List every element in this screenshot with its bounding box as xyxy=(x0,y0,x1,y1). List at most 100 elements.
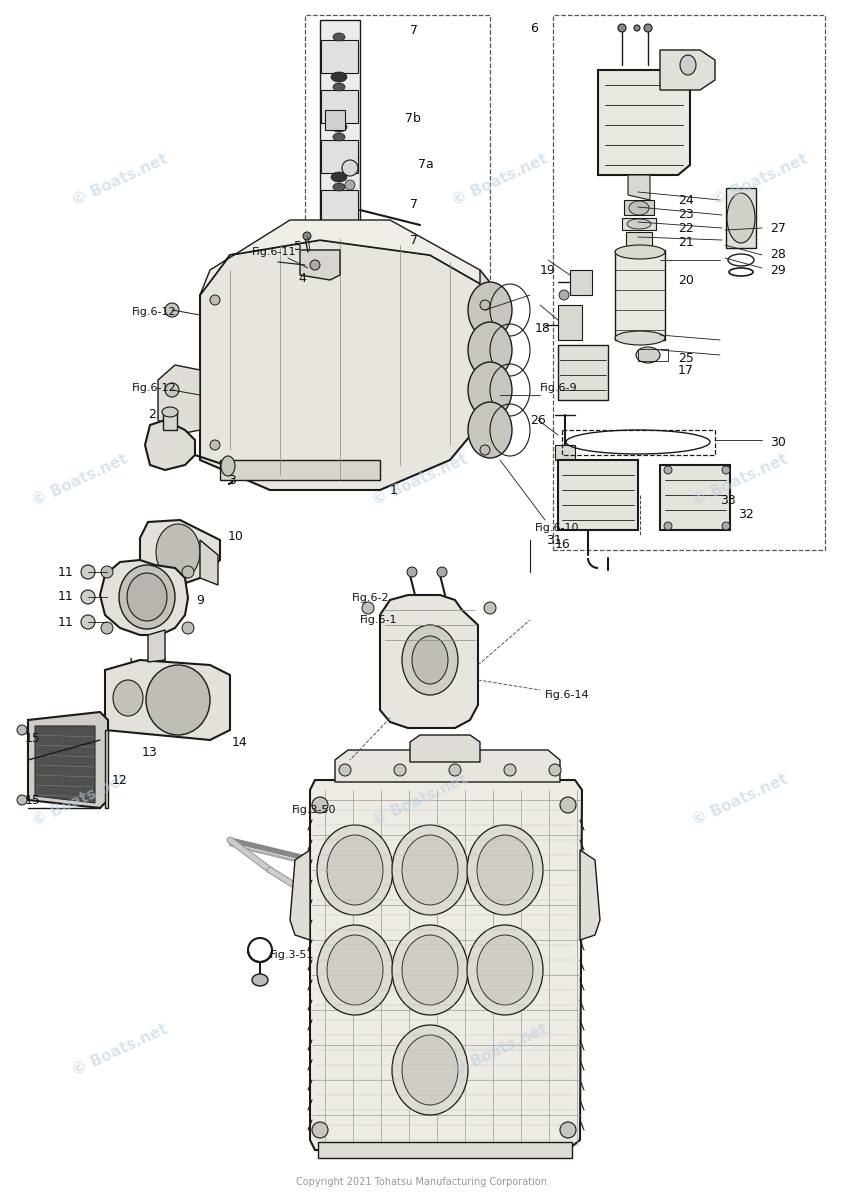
Ellipse shape xyxy=(726,193,754,242)
Circle shape xyxy=(633,25,639,31)
Text: Fig.6-12: Fig.6-12 xyxy=(132,383,176,392)
Text: © Boats.net: © Boats.net xyxy=(689,772,789,829)
Text: 15: 15 xyxy=(25,732,41,744)
Polygon shape xyxy=(627,175,649,200)
Circle shape xyxy=(560,1122,576,1138)
Text: 11: 11 xyxy=(58,616,73,629)
Text: 6: 6 xyxy=(529,22,538,35)
Text: 17: 17 xyxy=(677,364,693,377)
Circle shape xyxy=(503,764,516,776)
Text: 11: 11 xyxy=(58,590,73,604)
Circle shape xyxy=(617,24,625,32)
Ellipse shape xyxy=(636,347,659,362)
Polygon shape xyxy=(289,850,310,940)
Text: Fig.6-12: Fig.6-12 xyxy=(132,307,176,317)
Text: 13: 13 xyxy=(142,746,158,760)
Text: 28: 28 xyxy=(769,248,785,262)
Text: 18: 18 xyxy=(534,322,550,335)
Ellipse shape xyxy=(402,1034,457,1105)
Text: 10: 10 xyxy=(228,530,244,544)
Text: 7: 7 xyxy=(409,234,418,246)
Circle shape xyxy=(81,614,95,629)
Ellipse shape xyxy=(468,282,511,338)
Ellipse shape xyxy=(476,935,533,1006)
Ellipse shape xyxy=(467,826,543,914)
Circle shape xyxy=(549,764,560,776)
Text: Fig.6-14: Fig.6-14 xyxy=(544,690,589,700)
Circle shape xyxy=(393,764,405,776)
Polygon shape xyxy=(557,305,582,340)
Text: 19: 19 xyxy=(539,264,555,276)
Text: 33: 33 xyxy=(719,493,735,506)
Text: 4: 4 xyxy=(298,271,306,284)
Polygon shape xyxy=(140,520,219,584)
Polygon shape xyxy=(100,560,187,635)
Circle shape xyxy=(210,440,219,450)
Circle shape xyxy=(479,445,490,455)
Ellipse shape xyxy=(392,1025,468,1115)
Circle shape xyxy=(181,566,194,578)
Ellipse shape xyxy=(119,565,175,629)
Ellipse shape xyxy=(252,974,268,986)
Ellipse shape xyxy=(392,826,468,914)
Text: © Boats.net: © Boats.net xyxy=(449,1021,549,1079)
Circle shape xyxy=(436,566,446,577)
Ellipse shape xyxy=(402,935,457,1006)
Polygon shape xyxy=(579,850,599,940)
Text: © Boats.net: © Boats.net xyxy=(370,772,469,829)
Polygon shape xyxy=(625,232,652,248)
Ellipse shape xyxy=(614,245,664,259)
Circle shape xyxy=(81,565,95,578)
Polygon shape xyxy=(325,110,344,130)
Polygon shape xyxy=(334,750,560,782)
Ellipse shape xyxy=(468,362,511,418)
Text: Fig.3-51: Fig.3-51 xyxy=(270,950,314,960)
Polygon shape xyxy=(557,460,637,530)
Polygon shape xyxy=(380,595,478,728)
Polygon shape xyxy=(320,20,360,260)
Ellipse shape xyxy=(113,680,143,716)
Polygon shape xyxy=(621,218,655,230)
Circle shape xyxy=(311,1122,327,1138)
Ellipse shape xyxy=(468,402,511,458)
Polygon shape xyxy=(163,410,176,430)
Circle shape xyxy=(361,602,374,614)
Ellipse shape xyxy=(402,835,457,905)
Polygon shape xyxy=(623,200,653,215)
Text: 15: 15 xyxy=(25,793,41,806)
Polygon shape xyxy=(557,346,608,400)
Text: 25: 25 xyxy=(677,352,693,365)
Polygon shape xyxy=(321,40,358,73)
Polygon shape xyxy=(145,420,195,470)
Ellipse shape xyxy=(331,72,347,82)
Ellipse shape xyxy=(626,218,650,229)
Circle shape xyxy=(17,794,27,805)
Text: 26: 26 xyxy=(529,414,545,426)
Polygon shape xyxy=(570,270,592,295)
Text: 7: 7 xyxy=(409,24,418,36)
Polygon shape xyxy=(158,365,200,434)
Ellipse shape xyxy=(614,331,664,346)
Text: Fig.6-11: Fig.6-11 xyxy=(252,247,296,257)
Text: 32: 32 xyxy=(737,509,753,522)
Circle shape xyxy=(81,590,95,604)
Circle shape xyxy=(479,300,490,310)
Polygon shape xyxy=(614,250,664,340)
Text: 30: 30 xyxy=(769,437,785,450)
Text: © Boats.net: © Boats.net xyxy=(370,451,469,509)
Ellipse shape xyxy=(327,835,382,905)
Circle shape xyxy=(344,180,354,190)
Ellipse shape xyxy=(467,925,543,1015)
Text: 11: 11 xyxy=(58,565,73,578)
Text: 9: 9 xyxy=(196,594,203,606)
Circle shape xyxy=(101,622,113,634)
Text: 2: 2 xyxy=(148,408,155,421)
Polygon shape xyxy=(28,712,108,808)
Polygon shape xyxy=(200,240,500,490)
Text: 27: 27 xyxy=(769,222,785,234)
Circle shape xyxy=(338,764,350,776)
Polygon shape xyxy=(317,1142,571,1158)
Polygon shape xyxy=(200,220,500,295)
Text: © Boats.net: © Boats.net xyxy=(70,151,170,209)
Ellipse shape xyxy=(316,826,392,914)
